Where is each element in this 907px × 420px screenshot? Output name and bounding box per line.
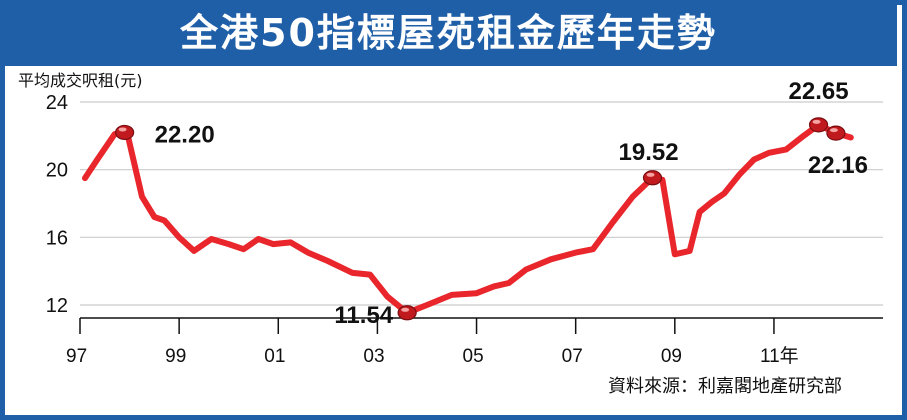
y-tick-label: 12 bbox=[46, 295, 68, 317]
highlight-marker bbox=[115, 124, 135, 141]
y-tick-label: 24 bbox=[46, 92, 68, 114]
x-tick-label: 07 bbox=[562, 346, 583, 367]
x-tick-label: 99 bbox=[165, 346, 186, 367]
highlight-marker bbox=[808, 117, 829, 133]
y-tick-label: 20 bbox=[46, 160, 68, 182]
axis-layer: 12 16 20 24 97 99 01 03 05 07 09 11年 bbox=[46, 92, 883, 367]
series-line bbox=[82, 121, 854, 316]
x-tick-label: 97 bbox=[66, 346, 87, 367]
series-layer bbox=[82, 121, 854, 316]
data-label: 22.20 bbox=[155, 121, 215, 148]
y-axis-label: 平均成交呎租(元) bbox=[18, 71, 143, 90]
marker-shine bbox=[829, 128, 838, 133]
x-tick-label: 01 bbox=[264, 346, 285, 367]
marker-layer bbox=[115, 117, 846, 321]
marker-shine bbox=[646, 172, 655, 177]
x-tick-label: 03 bbox=[363, 346, 384, 367]
marker-shine bbox=[812, 119, 821, 124]
data-label: 19.52 bbox=[619, 139, 679, 166]
highlight-marker bbox=[397, 305, 417, 321]
data-label: 11.54 bbox=[334, 302, 393, 329]
data-label: 22.65 bbox=[789, 78, 849, 105]
highlight-marker bbox=[826, 125, 846, 141]
x-tick-label: 05 bbox=[463, 346, 484, 367]
data-label: 22.16 bbox=[808, 152, 868, 179]
x-tick-label: 09 bbox=[661, 346, 682, 367]
chart-title: 全港50指標屋苑租金歷年走勢 bbox=[180, 11, 717, 55]
highlight-marker bbox=[642, 170, 663, 186]
x-tick-label: 11年 bbox=[760, 345, 799, 367]
y-tick-label: 16 bbox=[46, 227, 68, 249]
title-bar: 全港50指標屋苑租金歷年走勢 bbox=[0, 0, 897, 66]
label-layer: 22.20 11.54 19.52 22.65 22.16 bbox=[155, 78, 868, 329]
marker-shine bbox=[401, 307, 410, 312]
source-note: 資料來源：利嘉閣地產研究部 bbox=[608, 376, 842, 397]
marker-shine bbox=[118, 127, 127, 132]
